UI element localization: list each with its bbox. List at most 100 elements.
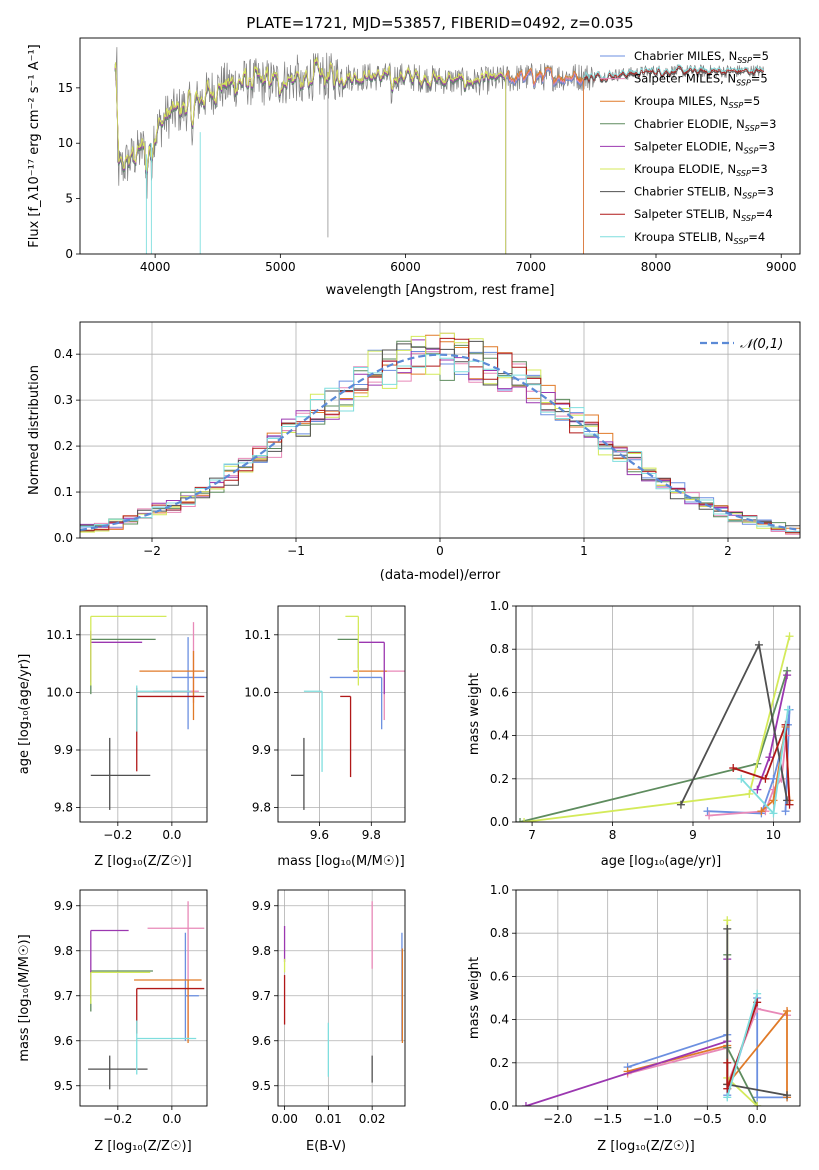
mass-weight-vs-age-panel: 7 8 9 10 0.0 0.2 0.4 0.6 0.8 1.0: [490, 599, 801, 842]
spectrum-ylabel: Flux [f_λ10⁻¹⁷ erg cm⁻² s⁻¹ A⁻¹]: [27, 44, 42, 248]
point-chabrier-miles: [184, 932, 199, 1041]
mw-line-salpeter-elodie: [525, 959, 729, 1106]
mw-marker-salpeter-elodie: [765, 753, 774, 762]
y-tick-label: 10.1: [46, 628, 73, 642]
point-chabrier-elodie: [337, 638, 359, 669]
mw-line-kroupa-stelib: [726, 993, 759, 1098]
x-tick-label: 9.8: [362, 828, 381, 842]
x-tick-label: −0.2: [103, 828, 132, 842]
mw-line-salpeter-stelib: [732, 724, 791, 805]
axes-frame: [515, 889, 801, 1107]
mw-marker-kroupa-miles: [757, 807, 766, 816]
x-tick-label: 1: [580, 544, 588, 558]
mw-marker-kroupa-stelib: [783, 705, 792, 714]
mw-age-xlabel: age [log₁₀(age/yr)]: [601, 854, 722, 869]
x-tick-label: 0.00: [271, 1112, 298, 1126]
y-tick-label: 10.0: [244, 685, 271, 699]
x-tick-label: −0.2: [103, 1112, 132, 1126]
y-tick-label: 0.2: [54, 439, 73, 453]
residuals-ylabel: Normed distribution: [27, 365, 42, 495]
y-tick-label: 0.0: [490, 815, 509, 829]
mass-z-ylabel: mass [log₁₀(M/M☉)]: [17, 934, 32, 1061]
age-z-xlabel: Z [log₁₀(Z/Z☉)]: [94, 854, 191, 869]
y-tick-label: 0: [65, 247, 73, 261]
point-salpeter-elodie: [90, 929, 129, 998]
y-tick-label: 9.7: [252, 989, 271, 1003]
y-tick-label: 1.0: [490, 599, 509, 613]
mw-marker-chabrier-stelib: [676, 800, 685, 809]
mw-marker-kroupa-elodie: [723, 916, 732, 925]
mass-vs-ebv-panel: 0.00 0.01 0.02 9.5 9.6 9.7 9.8 9.9: [252, 889, 406, 1126]
x-tick-label: 4000: [140, 260, 171, 274]
point-chabrier-stelib: [90, 737, 151, 810]
y-tick-label: 9.7: [54, 989, 73, 1003]
y-tick-label: 9.8: [54, 801, 73, 815]
y-tick-label: 10.0: [46, 685, 73, 699]
mw-z-xlabel: Z [log₁₀(Z/Z☉)]: [597, 1139, 694, 1154]
mw-marker-kroupa-elodie: [785, 632, 794, 641]
mw-marker-kroupa-elodie: [520, 818, 529, 822]
point-salpeter-elodie: [90, 630, 143, 683]
legend-label-chabrier-stelib: Chabrier STELIB, NSSP=3: [634, 185, 774, 201]
y-tick-label: 0.8: [490, 926, 509, 940]
y-tick-label: 9.6: [54, 1034, 73, 1048]
mass-vs-z-panel: −0.2 0.0 9.5 9.6 9.7 9.8 9.9: [54, 889, 208, 1126]
legend-label-salpeter-miles: Salpeter MILES, NSSP=5: [634, 72, 768, 88]
x-tick-label: 0.0: [162, 828, 181, 842]
y-tick-label: 0.8: [490, 642, 509, 656]
y-tick-label: 0.6: [490, 969, 509, 983]
mw-marker-salpeter-miles: [705, 811, 714, 820]
mw-marker-kroupa-stelib: [753, 989, 762, 998]
plot-area: [88, 901, 205, 1090]
x-tick-label: 0.01: [315, 1112, 342, 1126]
residuals-legend: 𝒩(0,1): [700, 337, 783, 352]
model-chabrier-elodie-line: [114, 60, 507, 254]
residuals-xlabel: (data-model)/error: [380, 568, 501, 583]
x-tick-label: −1.5: [593, 1112, 622, 1126]
y-tick-label: 15: [58, 81, 73, 95]
mw-marker-salpeter-elodie: [753, 785, 762, 794]
mw-marker-chabrier-stelib: [723, 924, 732, 933]
point-kroupa-miles: [134, 979, 202, 1043]
axes-frame: [277, 605, 406, 823]
point-salpeter-miles: [383, 670, 405, 721]
plot-area: [90, 615, 207, 810]
y-tick-label: 9.9: [54, 899, 73, 913]
x-tick-label: 8000: [641, 260, 672, 274]
y-tick-label: 0.2: [490, 1056, 509, 1070]
point-kroupa-stelib: [303, 690, 323, 772]
mass-z-xlabel: Z [log₁₀(Z/Z☉)]: [94, 1139, 191, 1154]
point-salpeter-stelib: [136, 687, 205, 772]
spectrum-panel: 4000 5000 6000 7000 8000 9000 0 5 10 15 Chabrier M…: [58, 37, 801, 274]
x-tick-label: 0.0: [748, 1112, 767, 1126]
legend-label-salpeter-stelib: Salpeter STELIB, NSSP=4: [634, 207, 773, 223]
x-tick-label: −2.0: [543, 1112, 572, 1126]
x-tick-label: 7: [528, 828, 536, 842]
x-tick-label: 5000: [265, 260, 296, 274]
y-tick-label: 9.5: [54, 1079, 73, 1093]
y-tick-label: 5: [65, 192, 73, 206]
point-kroupa-elodie: [90, 615, 167, 686]
axes-frame: [515, 605, 801, 823]
point-salpeter-stelib: [340, 695, 352, 778]
legend-label-kroupa-elodie: Kroupa ELODIE, NSSP=3: [634, 162, 768, 178]
model-kroupa-elodie-line: [114, 57, 507, 254]
mw-line-chabrier-elodie: [519, 670, 788, 822]
y-tick-label: 9.9: [54, 743, 73, 757]
y-tick-label: 9.9: [252, 743, 271, 757]
x-tick-label: 8: [609, 828, 617, 842]
axes-frame: [79, 605, 208, 823]
mw-marker-chabrier-miles: [753, 1093, 762, 1102]
mw-marker-salpeter-elodie: [521, 1102, 530, 1106]
y-tick-label: 9.8: [252, 801, 271, 815]
y-tick-label: 9.9: [252, 899, 271, 913]
point-chabrier-stelib: [88, 1055, 148, 1090]
mw-marker-kroupa-elodie: [753, 1102, 762, 1106]
y-tick-label: 0.4: [490, 1013, 509, 1027]
y-tick-label: 0.3: [54, 393, 73, 407]
y-tick-label: 0.4: [490, 729, 509, 743]
x-tick-label: 6000: [390, 260, 421, 274]
mw-marker-chabrier-miles: [781, 807, 790, 816]
plot-area: [114, 47, 765, 254]
plot-area: [290, 615, 405, 810]
